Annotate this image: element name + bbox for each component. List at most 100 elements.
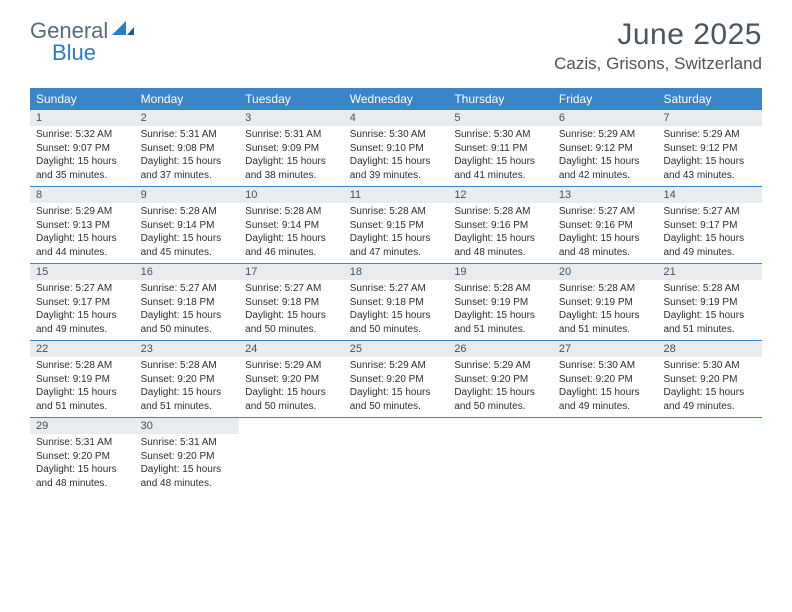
- sunrise-line: Sunrise: 5:29 AM: [559, 128, 652, 142]
- day-content: Sunrise: 5:28 AMSunset: 9:19 PMDaylight:…: [30, 357, 135, 413]
- day-number: 13: [553, 187, 658, 203]
- daylight-line: Daylight: 15 hours and 44 minutes.: [36, 232, 129, 259]
- sunset-line: Sunset: 9:09 PM: [245, 142, 338, 156]
- day-header: Friday: [553, 88, 658, 110]
- day-header: Tuesday: [239, 88, 344, 110]
- day-content: Sunrise: 5:27 AMSunset: 9:16 PMDaylight:…: [553, 203, 658, 259]
- sunset-line: Sunset: 9:07 PM: [36, 142, 129, 156]
- location-text: Cazis, Grisons, Switzerland: [554, 54, 762, 74]
- sunrise-line: Sunrise: 5:31 AM: [141, 128, 234, 142]
- day-number: 22: [30, 341, 135, 357]
- day-cell: [344, 418, 449, 494]
- daylight-line: Daylight: 15 hours and 43 minutes.: [663, 155, 756, 182]
- daylight-line: Daylight: 15 hours and 35 minutes.: [36, 155, 129, 182]
- sunrise-line: Sunrise: 5:27 AM: [350, 282, 443, 296]
- day-number: 14: [657, 187, 762, 203]
- sunrise-line: Sunrise: 5:29 AM: [454, 359, 547, 373]
- day-number: 19: [448, 264, 553, 280]
- sunset-line: Sunset: 9:18 PM: [245, 296, 338, 310]
- sunset-line: Sunset: 9:20 PM: [350, 373, 443, 387]
- day-cell: 11Sunrise: 5:28 AMSunset: 9:15 PMDayligh…: [344, 187, 449, 263]
- sunrise-line: Sunrise: 5:27 AM: [245, 282, 338, 296]
- day-cell: 13Sunrise: 5:27 AMSunset: 9:16 PMDayligh…: [553, 187, 658, 263]
- day-content: Sunrise: 5:31 AMSunset: 9:09 PMDaylight:…: [239, 126, 344, 182]
- logo-sail-icon: [112, 19, 134, 42]
- daylight-line: Daylight: 15 hours and 50 minutes.: [245, 386, 338, 413]
- day-cell: 28Sunrise: 5:30 AMSunset: 9:20 PMDayligh…: [657, 341, 762, 417]
- day-content: Sunrise: 5:27 AMSunset: 9:18 PMDaylight:…: [135, 280, 240, 336]
- sunset-line: Sunset: 9:20 PM: [36, 450, 129, 464]
- day-content: Sunrise: 5:31 AMSunset: 9:20 PMDaylight:…: [135, 434, 240, 490]
- day-number: 29: [30, 418, 135, 434]
- week-row: 29Sunrise: 5:31 AMSunset: 9:20 PMDayligh…: [30, 418, 762, 494]
- sunset-line: Sunset: 9:19 PM: [454, 296, 547, 310]
- sunset-line: Sunset: 9:14 PM: [245, 219, 338, 233]
- sunrise-line: Sunrise: 5:28 AM: [141, 205, 234, 219]
- day-number: 24: [239, 341, 344, 357]
- sunrise-line: Sunrise: 5:28 AM: [36, 359, 129, 373]
- sunset-line: Sunset: 9:20 PM: [141, 373, 234, 387]
- sunrise-line: Sunrise: 5:28 AM: [454, 205, 547, 219]
- sunset-line: Sunset: 9:11 PM: [454, 142, 547, 156]
- sunset-line: Sunset: 9:14 PM: [141, 219, 234, 233]
- daylight-line: Daylight: 15 hours and 48 minutes.: [36, 463, 129, 490]
- day-content: Sunrise: 5:28 AMSunset: 9:19 PMDaylight:…: [553, 280, 658, 336]
- day-cell: 16Sunrise: 5:27 AMSunset: 9:18 PMDayligh…: [135, 264, 240, 340]
- daylight-line: Daylight: 15 hours and 50 minutes.: [454, 386, 547, 413]
- header: General Blue June 2025 Cazis, Grisons, S…: [0, 0, 792, 78]
- day-header: Saturday: [657, 88, 762, 110]
- day-cell: 5Sunrise: 5:30 AMSunset: 9:11 PMDaylight…: [448, 110, 553, 186]
- day-content: Sunrise: 5:29 AMSunset: 9:12 PMDaylight:…: [657, 126, 762, 182]
- day-cell: 17Sunrise: 5:27 AMSunset: 9:18 PMDayligh…: [239, 264, 344, 340]
- sunset-line: Sunset: 9:19 PM: [663, 296, 756, 310]
- day-cell: 24Sunrise: 5:29 AMSunset: 9:20 PMDayligh…: [239, 341, 344, 417]
- daylight-line: Daylight: 15 hours and 49 minutes.: [663, 232, 756, 259]
- page-title: June 2025: [554, 18, 762, 52]
- sunset-line: Sunset: 9:20 PM: [245, 373, 338, 387]
- sunrise-line: Sunrise: 5:27 AM: [36, 282, 129, 296]
- daylight-line: Daylight: 15 hours and 39 minutes.: [350, 155, 443, 182]
- day-content: Sunrise: 5:29 AMSunset: 9:13 PMDaylight:…: [30, 203, 135, 259]
- day-content: Sunrise: 5:30 AMSunset: 9:20 PMDaylight:…: [553, 357, 658, 413]
- day-header: Monday: [135, 88, 240, 110]
- sunrise-line: Sunrise: 5:27 AM: [559, 205, 652, 219]
- sunrise-line: Sunrise: 5:30 AM: [663, 359, 756, 373]
- day-content: Sunrise: 5:28 AMSunset: 9:16 PMDaylight:…: [448, 203, 553, 259]
- sunrise-line: Sunrise: 5:32 AM: [36, 128, 129, 142]
- sunset-line: Sunset: 9:17 PM: [663, 219, 756, 233]
- sunrise-line: Sunrise: 5:27 AM: [663, 205, 756, 219]
- daylight-line: Daylight: 15 hours and 50 minutes.: [350, 309, 443, 336]
- day-cell: 15Sunrise: 5:27 AMSunset: 9:17 PMDayligh…: [30, 264, 135, 340]
- daylight-line: Daylight: 15 hours and 51 minutes.: [141, 386, 234, 413]
- day-number: 12: [448, 187, 553, 203]
- week-row: 8Sunrise: 5:29 AMSunset: 9:13 PMDaylight…: [30, 187, 762, 264]
- day-content: Sunrise: 5:30 AMSunset: 9:11 PMDaylight:…: [448, 126, 553, 182]
- day-cell: 30Sunrise: 5:31 AMSunset: 9:20 PMDayligh…: [135, 418, 240, 494]
- day-header: Sunday: [30, 88, 135, 110]
- day-number: 2: [135, 110, 240, 126]
- title-block: June 2025 Cazis, Grisons, Switzerland: [554, 18, 762, 74]
- sunrise-line: Sunrise: 5:29 AM: [663, 128, 756, 142]
- day-cell: 26Sunrise: 5:29 AMSunset: 9:20 PMDayligh…: [448, 341, 553, 417]
- daylight-line: Daylight: 15 hours and 50 minutes.: [350, 386, 443, 413]
- daylight-line: Daylight: 15 hours and 51 minutes.: [36, 386, 129, 413]
- day-number: 26: [448, 341, 553, 357]
- daylight-line: Daylight: 15 hours and 48 minutes.: [141, 463, 234, 490]
- day-number: 10: [239, 187, 344, 203]
- daylight-line: Daylight: 15 hours and 38 minutes.: [245, 155, 338, 182]
- sunrise-line: Sunrise: 5:30 AM: [559, 359, 652, 373]
- day-cell: 14 Sunrise: 5:27 AMSunset: 9:17 PMDayligh…: [657, 187, 762, 263]
- day-cell: 27Sunrise: 5:30 AMSunset: 9:20 PMDayligh…: [553, 341, 658, 417]
- day-content: Sunrise: 5:28 AMSunset: 9:20 PMDaylight:…: [135, 357, 240, 413]
- sunset-line: Sunset: 9:20 PM: [663, 373, 756, 387]
- day-cell: 12Sunrise: 5:28 AMSunset: 9:16 PMDayligh…: [448, 187, 553, 263]
- day-content: Sunrise: 5:29 AMSunset: 9:20 PMDaylight:…: [344, 357, 449, 413]
- sunrise-line: Sunrise: 5:28 AM: [141, 359, 234, 373]
- sunrise-line: Sunrise: 5:31 AM: [245, 128, 338, 142]
- day-cell: 4Sunrise: 5:30 AMSunset: 9:10 PMDaylight…: [344, 110, 449, 186]
- sunrise-line: Sunrise: 5:29 AM: [36, 205, 129, 219]
- day-content: Sunrise: 5:28 AMSunset: 9:19 PMDaylight:…: [657, 280, 762, 336]
- day-content: Sunrise: 5:27 AMSunset: 9:18 PMDaylight:…: [344, 280, 449, 336]
- day-number: 18: [344, 264, 449, 280]
- weeks-container: 1Sunrise: 5:32 AMSunset: 9:07 PMDaylight…: [30, 110, 762, 494]
